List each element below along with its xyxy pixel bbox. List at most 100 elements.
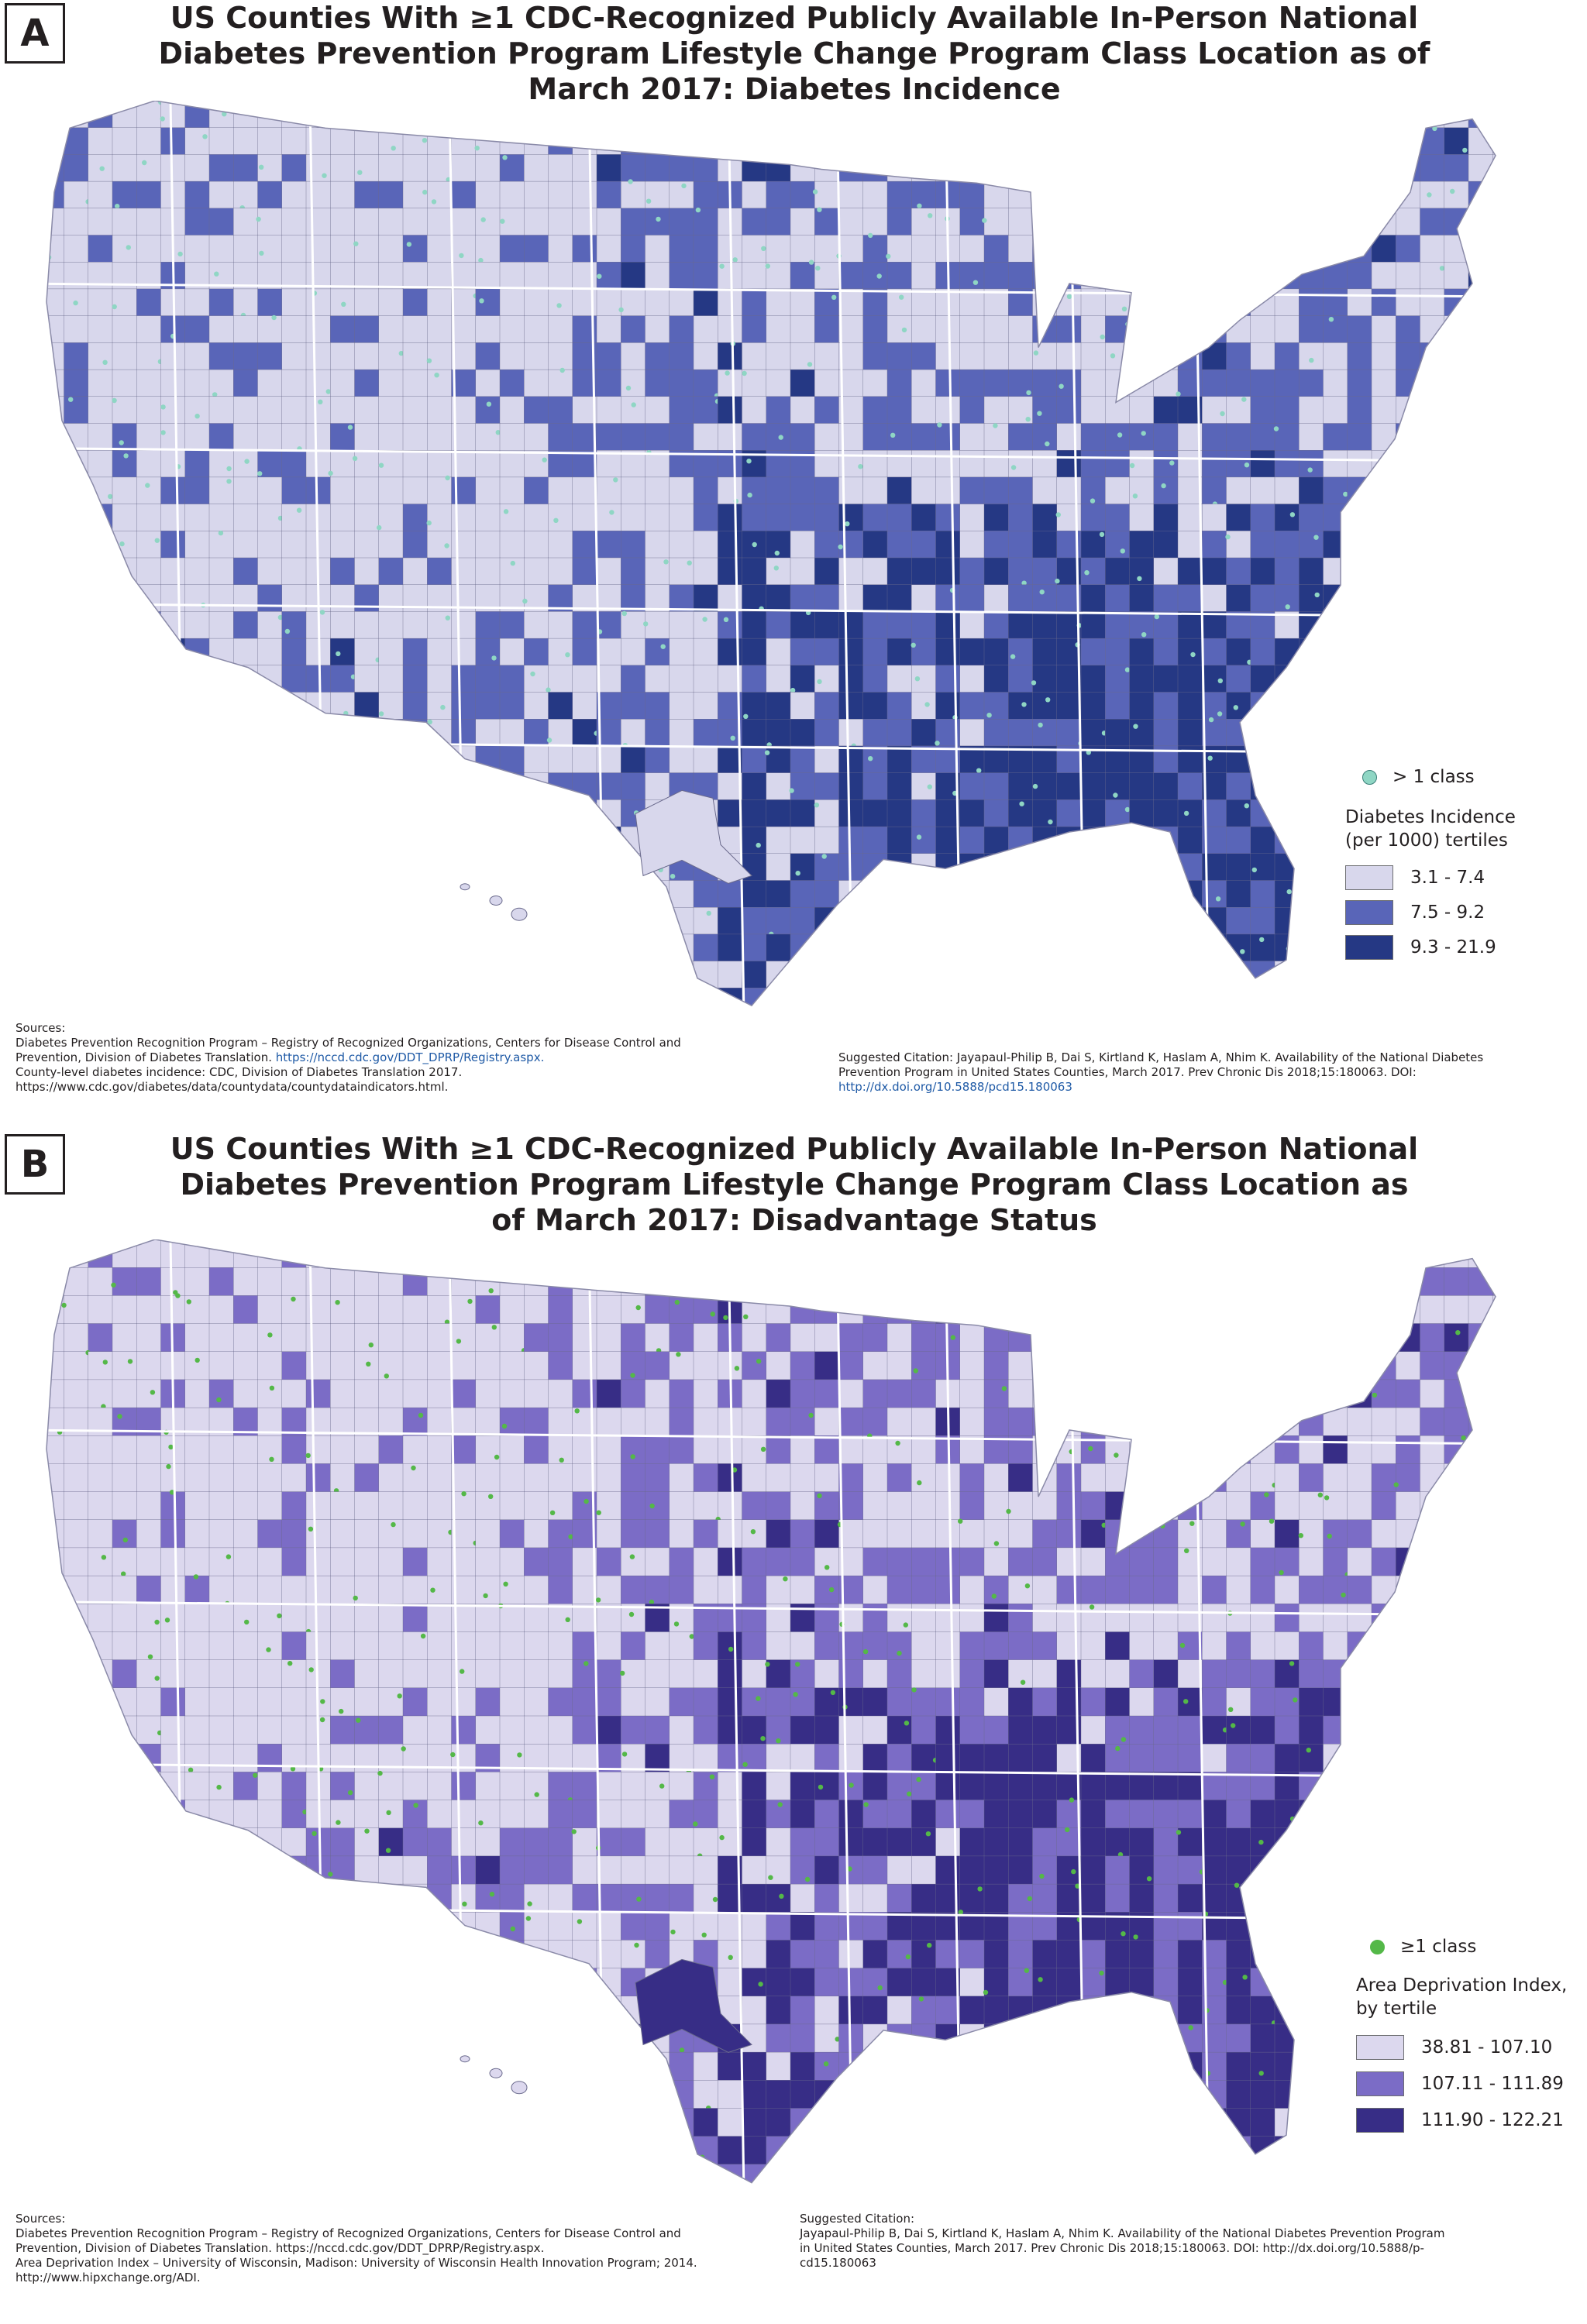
- class-location-dot: [670, 1929, 676, 1935]
- county-cell: [1202, 531, 1227, 559]
- county-cell: [1371, 154, 1396, 182]
- state-border: [46, 1762, 1496, 1779]
- county-cell: [233, 1491, 259, 1521]
- county-cell: [548, 531, 573, 559]
- county-cell: [1396, 208, 1421, 236]
- county-cell: [1202, 692, 1227, 720]
- county-cell: [1468, 180, 1493, 209]
- county-cell: [1468, 235, 1493, 263]
- county-cell: [46, 1744, 65, 1772]
- county-cell: [645, 1940, 670, 1969]
- county-cell: [1008, 101, 1034, 129]
- county-cell: [790, 1687, 815, 1717]
- panel-a-sources: Sources: Diabetes Prevention Recognition…: [15, 1021, 681, 1094]
- county-cell: [1396, 531, 1421, 559]
- class-location-dot: [1010, 465, 1017, 470]
- county-cell: [862, 101, 888, 129]
- county-cell: [524, 2023, 549, 2053]
- county-cell: [1274, 342, 1300, 370]
- county-cell: [1371, 584, 1396, 612]
- county-cell: [1177, 476, 1203, 505]
- county-cell: [886, 961, 912, 988]
- county-cell: [184, 1435, 210, 1464]
- county-cell: [1105, 1604, 1131, 1632]
- county-cell: [64, 1295, 89, 1325]
- county-cell: [790, 369, 815, 397]
- county-cell: [354, 719, 380, 747]
- county-cell: [911, 2051, 937, 2081]
- county-cell: [1420, 1883, 1445, 1913]
- county-cell: [427, 1239, 453, 1268]
- class-location-dot: [1432, 125, 1437, 132]
- county-cell: [354, 504, 380, 531]
- county-cell: [1105, 154, 1131, 182]
- county-cell: [402, 1996, 428, 2025]
- class-location-dot: [305, 1452, 311, 1459]
- county-cell: [1202, 1800, 1227, 1829]
- county-cell: [475, 1912, 501, 1941]
- county-cell: [1492, 1687, 1496, 1717]
- county-cell: [208, 101, 234, 129]
- county-cell: [1468, 504, 1493, 531]
- county-cell: [718, 288, 743, 317]
- class-location-dot: [702, 617, 707, 622]
- county-cell: [208, 1772, 234, 1801]
- county-cell: [1008, 1295, 1034, 1325]
- county-cell: [596, 1827, 621, 1857]
- county-cell: [596, 1547, 621, 1576]
- class-location-dot: [918, 1996, 924, 2002]
- county-cell: [88, 1604, 113, 1632]
- county-cell: [693, 2164, 718, 2183]
- class-location-dot: [723, 1315, 728, 1321]
- county-cell: [838, 799, 864, 827]
- county-cell: [548, 719, 573, 747]
- county-cell: [742, 2108, 767, 2137]
- county-cell: [208, 906, 234, 935]
- county-cell: [718, 1575, 743, 1604]
- county-cell: [1032, 531, 1058, 559]
- county-cell: [184, 1968, 210, 1997]
- county-cell: [1371, 1659, 1396, 1689]
- county-cell: [1420, 101, 1445, 129]
- county-cell: [621, 1491, 646, 1521]
- class-location-dot: [461, 1491, 466, 1497]
- county-cell: [46, 2051, 65, 2081]
- county-cell: [621, 476, 646, 505]
- county-cell: [64, 1827, 89, 1857]
- county-cell: [1202, 396, 1227, 424]
- doi-link[interactable]: http://dx.doi.org/10.5888/pcd15.180063: [838, 1080, 1072, 1094]
- class-location-dot: [636, 1896, 642, 1902]
- class-location-dot: [1439, 266, 1445, 271]
- county-cell: [1226, 127, 1251, 155]
- county-cell: [1468, 1827, 1493, 1857]
- county-cell: [935, 127, 961, 155]
- county-cell: [1250, 1267, 1275, 1296]
- county-cell: [742, 692, 767, 720]
- county-cell: [935, 1604, 961, 1632]
- county-cell: [136, 288, 162, 317]
- county-cell: [959, 1379, 985, 1408]
- county-cell: [208, 988, 234, 1006]
- county-cell: [766, 127, 791, 155]
- county-cell: [524, 531, 549, 559]
- county-cell: [233, 1575, 259, 1604]
- county-cell: [1420, 127, 1445, 155]
- county-cell: [354, 1575, 380, 1604]
- class-location-dot: [470, 133, 476, 139]
- county-cell: [524, 1463, 549, 1493]
- county-cell: [886, 1267, 912, 1296]
- registry-link[interactable]: https://nccd.cdc.gov/DDT_DPRP/Registry.a…: [275, 1050, 545, 1064]
- county-cell: [814, 1519, 840, 1549]
- county-cell: [160, 611, 186, 639]
- county-cell: [596, 1351, 621, 1380]
- county-cell: [475, 315, 501, 343]
- county-cell: [766, 1772, 791, 1801]
- county-cell: [669, 1407, 694, 1436]
- county-cell: [46, 2080, 65, 2109]
- county-cell: [935, 369, 961, 397]
- county-cell: [15, 1884, 40, 1913]
- county-cell: [233, 450, 259, 478]
- county-cell: [1323, 2023, 1348, 2053]
- county-cell: [621, 772, 646, 800]
- county-cell: [451, 2108, 477, 2137]
